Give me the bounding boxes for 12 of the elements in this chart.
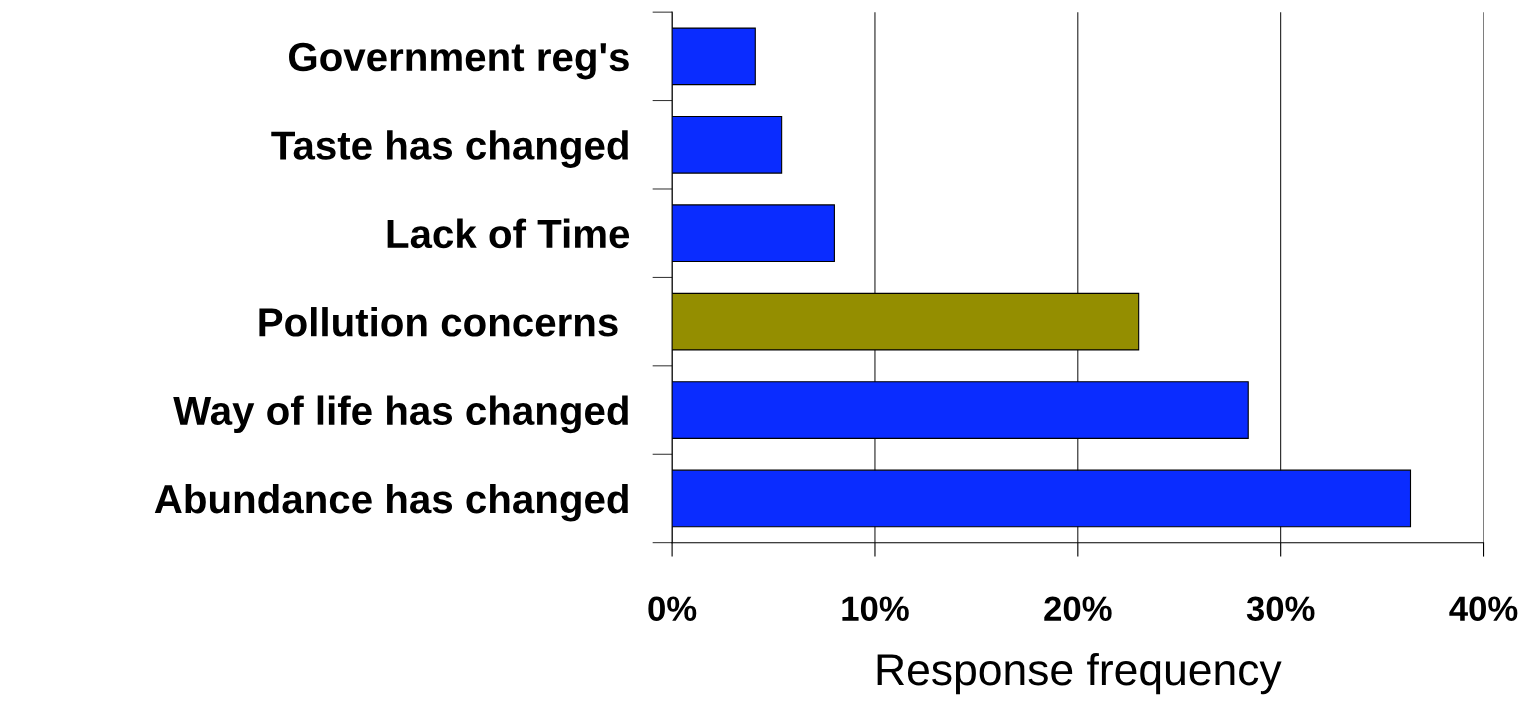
y-tick-label: Taste has changed	[271, 130, 628, 168]
y-tick-label: Pollution concerns	[259, 307, 618, 337]
y-tick-label: Lack of Time	[387, 218, 630, 249]
x-tick-label: 30%	[1246, 596, 1315, 622]
y-tick-label: Abundance has changed	[154, 483, 628, 522]
x-tick-label: 40%	[1449, 596, 1518, 621]
x-tick-label: 20%	[1044, 596, 1112, 621]
x-tick-label: 0%	[648, 596, 697, 621]
y-tick-label: Way of life has changed	[173, 395, 628, 434]
x-tick-label: 10%	[842, 596, 909, 621]
x-axis-title: Response frequency	[877, 652, 1282, 695]
y-tick-label: Government reg's	[289, 42, 629, 80]
